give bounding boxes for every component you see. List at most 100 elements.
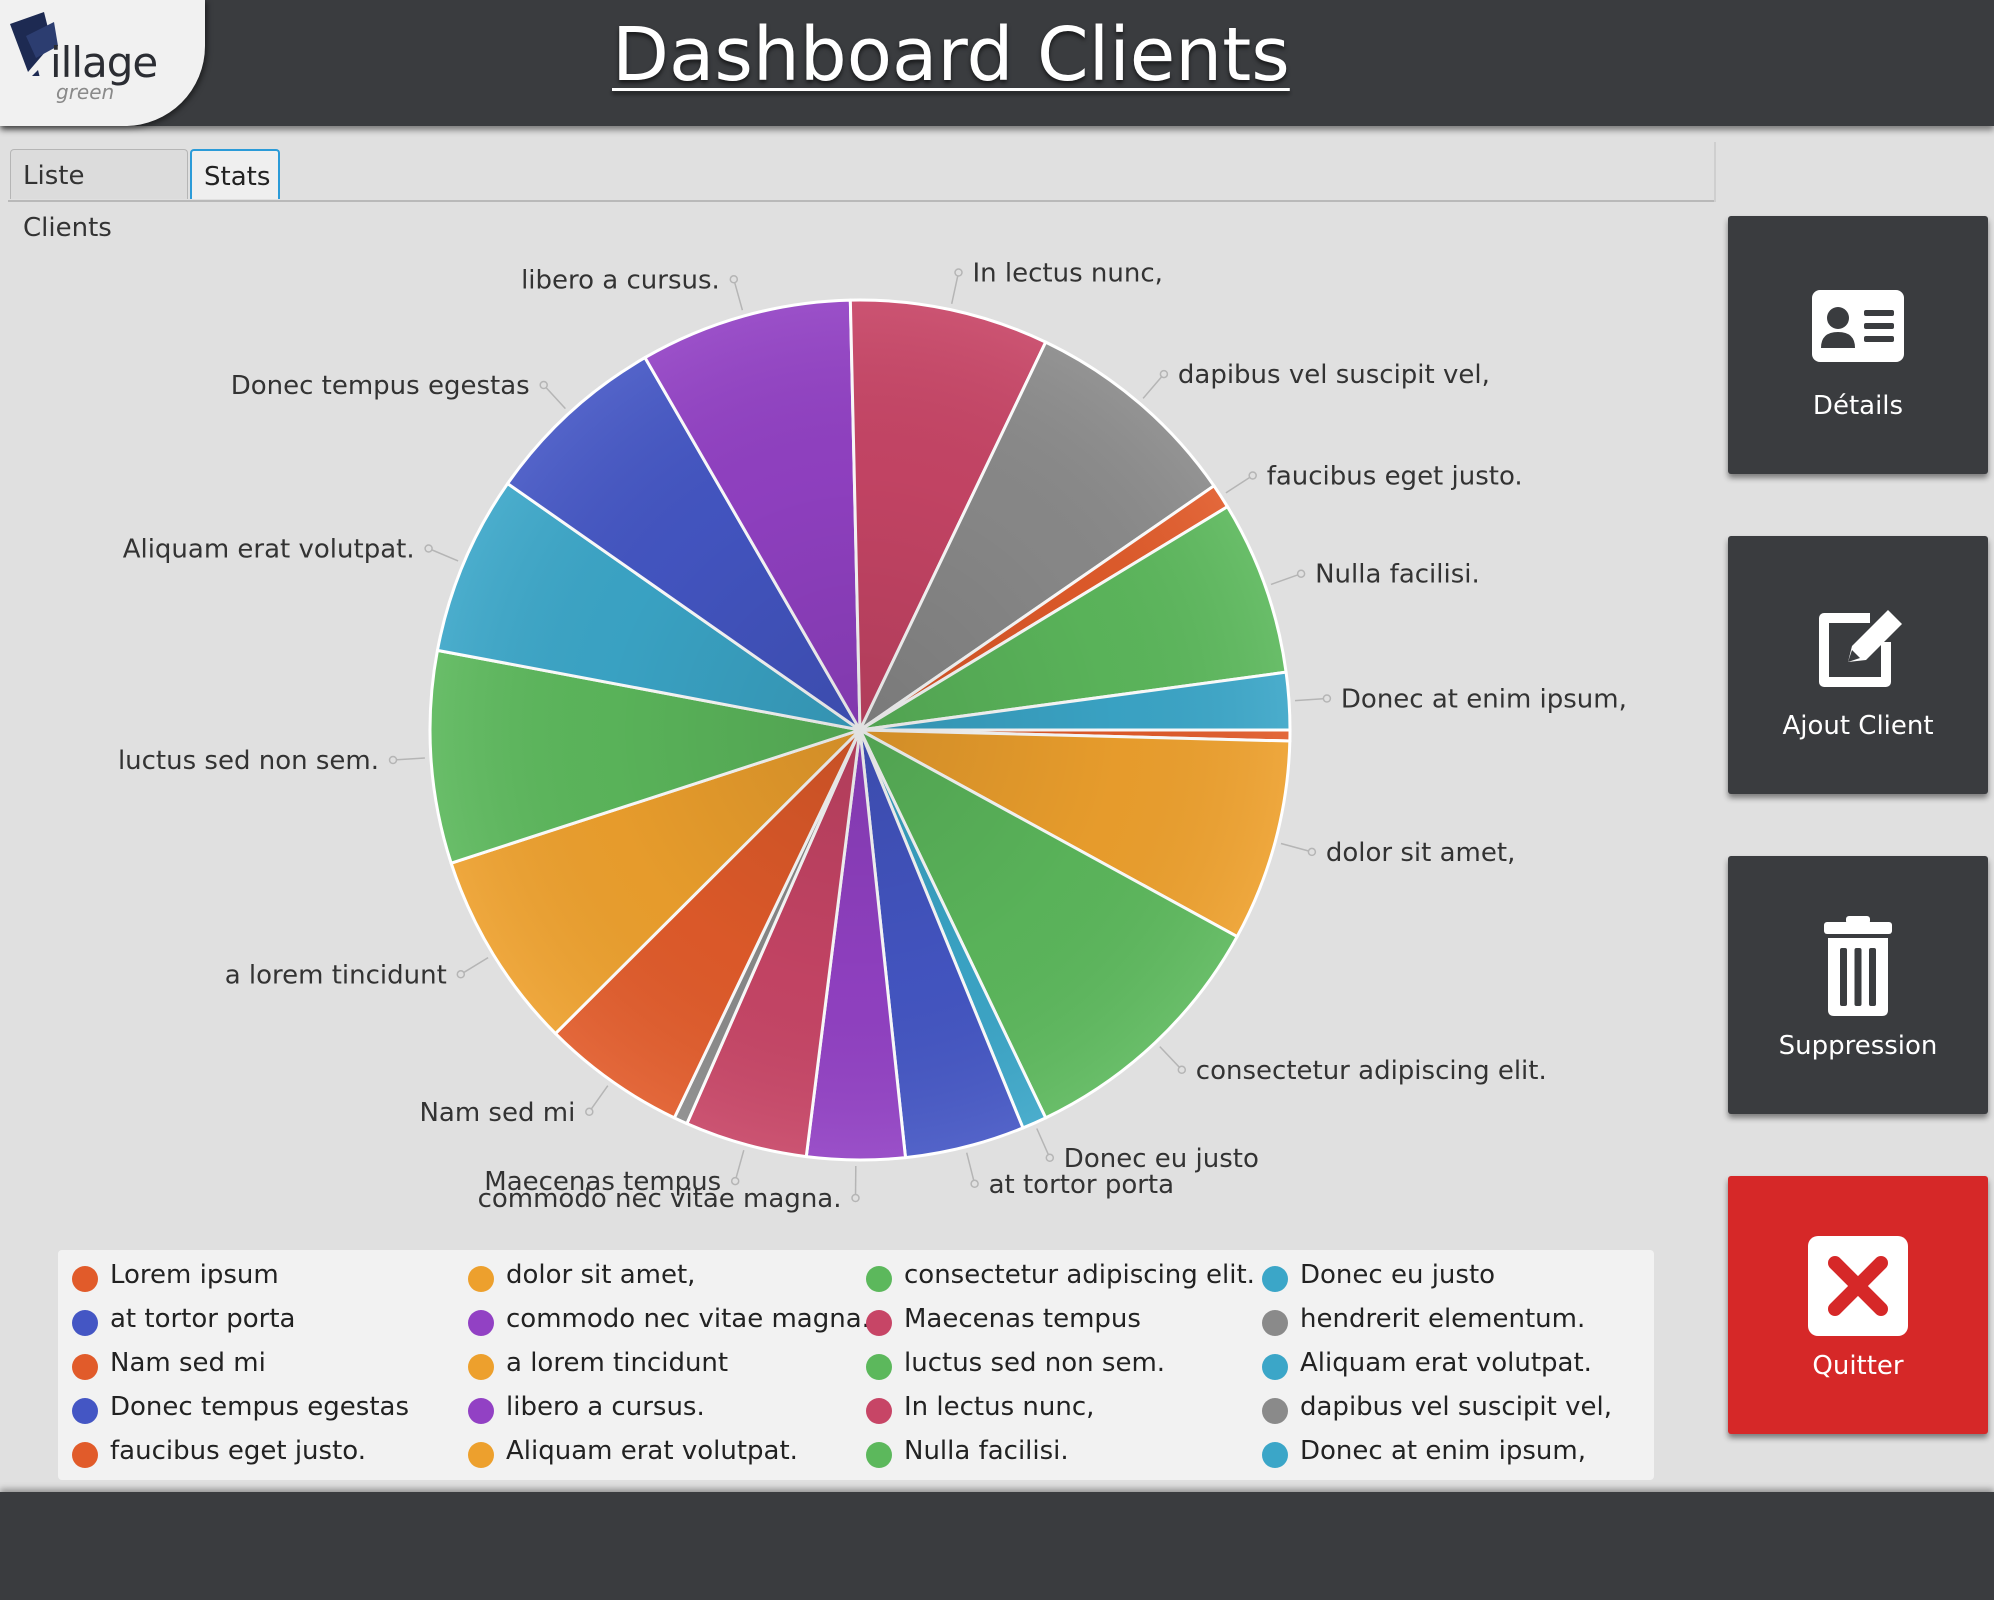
legend-label: consectetur adipiscing elit.	[904, 1260, 1255, 1290]
slice-label: Maecenas tempus	[484, 1167, 721, 1197]
label-leader-dot	[539, 380, 548, 390]
legend-label: Donec at enim ipsum,	[1300, 1436, 1586, 1466]
legend-swatch	[866, 1442, 892, 1468]
label-leader-dot	[424, 544, 433, 553]
legend-swatch	[468, 1398, 494, 1424]
legend-swatch	[72, 1266, 98, 1292]
legend-swatch	[866, 1398, 892, 1424]
page-title: Dashboard Clients	[612, 12, 1290, 98]
label-leader-dot	[729, 275, 739, 284]
pie-chart: dolor sit amet, consectetur adipiscing el…	[118, 259, 1627, 1215]
legend-label: Donec tempus egestas	[110, 1392, 409, 1422]
legend-swatch	[468, 1266, 494, 1292]
label-leader-line	[1294, 697, 1327, 702]
legend-swatch	[72, 1354, 98, 1380]
label-leader-line	[733, 279, 744, 311]
legend-swatch	[866, 1354, 892, 1380]
slice-label: Nulla facilisi.	[1315, 560, 1480, 590]
legend-swatch	[72, 1398, 98, 1424]
legend-label: faucibus eget justo.	[110, 1436, 366, 1466]
slice-label: Nam sed mi	[419, 1098, 575, 1128]
pie-slices	[428, 298, 1292, 1162]
label-leader-line	[460, 956, 489, 975]
label-leader-dot	[1177, 1065, 1187, 1075]
legend-label: dolor sit amet,	[506, 1260, 696, 1290]
legend-label: luctus sed non sem.	[904, 1348, 1166, 1378]
add-client-button[interactable]: Ajout Client	[1728, 536, 1988, 794]
label-leader-dot	[1159, 369, 1169, 379]
label-leader-dot	[1248, 471, 1257, 480]
legend-swatch	[866, 1310, 892, 1336]
legend-swatch	[72, 1442, 98, 1468]
legend-label: Lorem ipsum	[110, 1260, 279, 1290]
delete-button[interactable]: Suppression	[1728, 856, 1988, 1114]
stats-panel: dolor sit amet, consectetur adipiscing el…	[0, 205, 1700, 1245]
legend-label: Aliquam erat volutpat.	[1300, 1348, 1592, 1378]
legend-label: at tortor porta	[110, 1304, 296, 1334]
label-leader-dot	[388, 755, 398, 765]
label-leader-line	[543, 384, 566, 410]
slice-label: Donec at enim ipsum,	[1341, 685, 1627, 715]
label-leader-dot	[585, 1107, 594, 1117]
slice-label: a lorem tincidunt	[225, 960, 447, 990]
label-leader-line	[1280, 842, 1313, 853]
quit-button-label: Quitter	[1812, 1351, 1904, 1381]
slice-label: dolor sit amet,	[1326, 838, 1515, 868]
legend-swatch	[1262, 1442, 1288, 1468]
details-button[interactable]: Détails	[1728, 216, 1988, 474]
pie-labels: dolor sit amet, consectetur adipiscing el…	[118, 259, 1627, 1215]
legend-label: libero a cursus.	[506, 1392, 705, 1422]
legend-swatch	[1262, 1354, 1288, 1380]
label-leader-dot	[851, 1193, 860, 1203]
label-leader-line	[1225, 474, 1254, 494]
label-leader-line	[588, 1085, 609, 1113]
slice-label: commodo nec vitae magna.	[478, 1184, 842, 1214]
slice-label: Donec eu justo	[1064, 1144, 1259, 1174]
label-leader-line	[1159, 1046, 1183, 1071]
logo-text: illage	[50, 38, 158, 87]
delete-button-label: Suppression	[1778, 1031, 1938, 1061]
label-leader-line	[1036, 1128, 1051, 1159]
legend-swatch	[1262, 1398, 1288, 1424]
legend-swatch	[866, 1266, 892, 1292]
label-leader-dot	[730, 1176, 740, 1186]
logo-subtext: green	[56, 80, 115, 104]
legend-label: Nulla facilisi.	[904, 1436, 1069, 1466]
app-footer	[0, 1492, 1994, 1600]
slice-label: Donec tempus egestas	[231, 371, 530, 401]
label-leader-dot	[1322, 694, 1332, 703]
label-leader-dot	[1307, 847, 1317, 857]
legend-swatch	[1262, 1266, 1288, 1292]
legend-swatch	[1262, 1310, 1288, 1336]
edit-icon	[1819, 610, 1902, 687]
close-icon	[1808, 1236, 1908, 1336]
quit-button[interactable]: Quitter	[1728, 1176, 1988, 1434]
slice-label: In lectus nunc,	[973, 259, 1163, 289]
legend-label: a lorem tincidunt	[506, 1348, 729, 1378]
slice-label: luctus sed non sem.	[118, 746, 379, 776]
chart-legend: Lorem ipsum at tortor porta Nam sed mi Done…	[58, 1250, 1654, 1480]
label-leader-line	[1142, 373, 1165, 399]
add-client-button-label: Ajout Client	[1782, 711, 1934, 741]
legend-swatch	[468, 1310, 494, 1336]
logo-mark-icon	[10, 12, 58, 76]
tab-bar-divider	[1714, 142, 1716, 202]
legend-label: hendrerit elementum.	[1300, 1304, 1586, 1334]
legend-label: In lectus nunc,	[904, 1392, 1095, 1422]
slice-label: libero a cursus.	[521, 265, 720, 295]
tab-liste-clients[interactable]: Liste Clients	[10, 149, 188, 243]
slice-label: Aliquam erat volutpat.	[123, 535, 415, 565]
slice-label: faucibus eget justo.	[1267, 462, 1523, 492]
label-leader-dot	[970, 1179, 979, 1189]
app-header: illage green Dashboard Clients	[0, 0, 1994, 126]
legend-label: Nam sed mi	[110, 1348, 266, 1378]
legend-label: dapibus vel suscipit vel,	[1300, 1392, 1612, 1422]
legend-label: Maecenas tempus	[904, 1304, 1141, 1334]
tab-stats[interactable]: Stats	[190, 149, 280, 199]
slice-label: consectetur adipiscing elit.	[1196, 1056, 1547, 1086]
legend-label: commodo nec vitae magna.	[506, 1304, 870, 1334]
legend-swatch	[72, 1310, 98, 1336]
label-leader-dot	[456, 970, 466, 979]
legend-label: Donec eu justo	[1300, 1260, 1496, 1290]
label-leader-line	[950, 272, 960, 304]
